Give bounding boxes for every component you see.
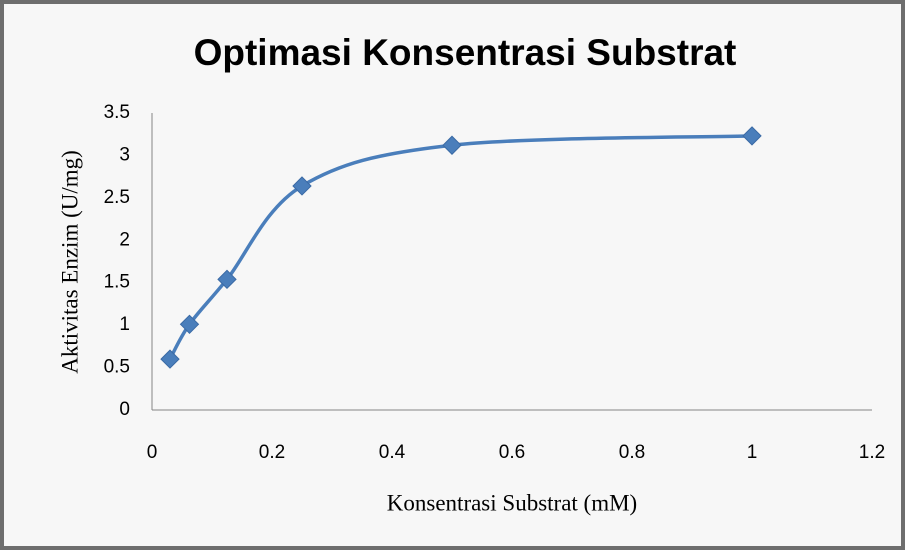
y-tick-label: 2 <box>119 229 130 250</box>
y-tick-label: 1 <box>119 314 130 335</box>
y-tick-label: 3 <box>119 144 130 165</box>
y-tick-label: 1.5 <box>104 272 130 293</box>
data-point <box>742 126 762 146</box>
y-axis-title: Aktivitas Enzim (U/mg) <box>57 150 82 374</box>
x-tick-label: 0.4 <box>379 442 406 463</box>
y-tick-label: 0 <box>119 399 130 420</box>
x-tick-label: 0.2 <box>259 442 285 463</box>
y-tick-label: 2.5 <box>104 187 130 208</box>
x-tick-label: 0.6 <box>499 442 525 463</box>
chart-title: Optimasi Konsentrasi Substrat <box>194 32 737 73</box>
data-point <box>179 314 200 335</box>
data-point <box>292 176 312 196</box>
x-tick-label: 0 <box>147 442 158 463</box>
x-tick-label: 1.2 <box>859 442 885 463</box>
data-point <box>160 349 180 369</box>
x-axis-title: Konsentrasi Substrat (mM) <box>387 490 637 515</box>
x-tick-label: 0.8 <box>619 442 645 463</box>
x-tick-label: 1 <box>747 442 758 463</box>
y-tick-label: 0.5 <box>104 357 130 378</box>
data-point <box>442 135 462 155</box>
data-point <box>217 269 237 290</box>
y-tick-label: 3.5 <box>104 102 130 123</box>
